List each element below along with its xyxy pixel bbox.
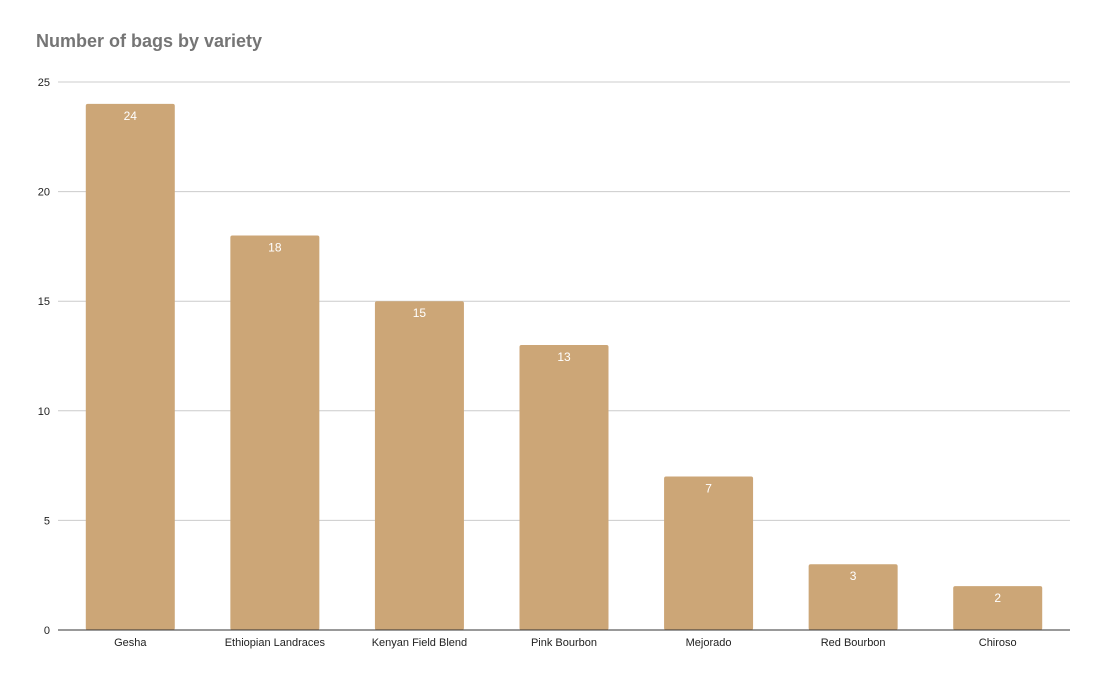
x-category-label: Chiroso (979, 637, 1017, 649)
y-tick-label: 5 (44, 515, 50, 527)
data-label: 18 (268, 240, 282, 254)
bar-gesha (85, 103, 175, 631)
bar-red-bourbon (808, 564, 898, 630)
bar-pink-bourbon (519, 345, 609, 630)
bar-chiroso (953, 586, 1043, 630)
data-label: 2 (994, 591, 1001, 605)
data-label: 13 (557, 350, 571, 364)
data-label: 15 (413, 306, 427, 320)
chart-title: Number of bags by variety (36, 31, 263, 51)
x-category-label: Ethiopian Landraces (225, 637, 326, 649)
x-category-label: Kenyan Field Blend (372, 637, 467, 649)
bar-kenyan-field-blend (374, 301, 464, 630)
data-labels: 24 18 15 13 7 3 2 (124, 109, 1002, 605)
y-tick-label: 15 (38, 296, 50, 308)
y-tick-label: 10 (38, 406, 50, 418)
y-axis-ticks: 0 5 10 15 20 25 (38, 77, 50, 637)
x-category-label: Gesha (114, 637, 147, 649)
data-label: 3 (850, 569, 857, 583)
x-axis-categories: Gesha Ethiopian Landraces Kenyan Field Ble… (114, 637, 1017, 649)
data-label: 24 (124, 109, 138, 123)
bars (85, 103, 1043, 631)
bar-mejorado (664, 476, 754, 630)
bar-ethiopian-landraces (230, 235, 320, 630)
x-category-label: Pink Bourbon (531, 637, 597, 649)
y-tick-label: 20 (38, 187, 50, 199)
data-label: 7 (705, 482, 712, 496)
x-category-label: Red Bourbon (821, 637, 886, 649)
x-category-label: Mejorado (686, 637, 732, 649)
y-tick-label: 0 (44, 625, 50, 637)
y-tick-label: 25 (38, 77, 50, 89)
